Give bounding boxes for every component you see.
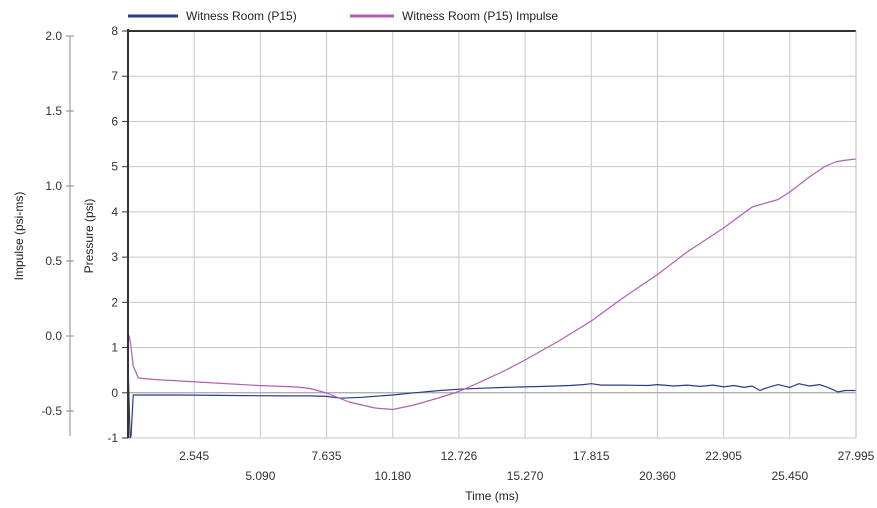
pressure-tick-label: -1 (107, 431, 118, 445)
pressure-tick-label: 6 (111, 114, 118, 128)
impulse-tick-label: 1.5 (45, 104, 62, 118)
pressure-tick-label: 8 (111, 24, 118, 38)
x-tick-label: 12.726 (441, 449, 478, 463)
pressure-tick-label: 7 (111, 69, 118, 83)
impulse-axis-title: Impulse (psi-ms) (12, 192, 26, 281)
x-tick-label: 10.180 (374, 469, 411, 483)
pressure-tick-label: 4 (111, 205, 118, 219)
pressure-tick-label: 2 (111, 295, 118, 309)
x-tick-label: 7.635 (312, 449, 342, 463)
plot-area (128, 31, 856, 438)
x-axis-title: Time (ms) (465, 489, 519, 503)
impulse-tick-label: -0.5 (41, 404, 62, 418)
pressure-tick-label: 1 (111, 341, 118, 355)
impulse-tick-label: 2.0 (45, 29, 62, 43)
grid (128, 30, 857, 439)
pressure-tick-label: 3 (111, 250, 118, 264)
axis-titles: Time (ms) Impulse (psi-ms) Pressure (psi) (12, 192, 519, 503)
axes (66, 29, 857, 439)
pressure-series-line (127, 361, 856, 439)
impulse-tick-label: 0.0 (45, 329, 62, 343)
pressure-tick-label: 0 (111, 386, 118, 400)
pressure-tick-label: 5 (111, 160, 118, 174)
x-tick-label: 22.905 (705, 449, 742, 463)
x-tick-label: 17.815 (573, 449, 610, 463)
x-tick-label: 2.545 (179, 449, 209, 463)
impulse-tick-label: 0.5 (45, 254, 62, 268)
legend-label: Witness Room (P15) (186, 9, 297, 23)
legend: Witness Room (P15) Witness Room (P15) Imp… (128, 9, 558, 23)
pressure-axis-title: Pressure (psi) (82, 199, 96, 274)
x-tick-label: 27.995 (838, 449, 875, 463)
tick-labels: 2.0 1.5 1.0 0.5 0.0 -0.5 8 7 6 5 4 3 2 1 0 -1 2.545 5.090… (41, 24, 874, 483)
x-tick-label: 20.360 (639, 469, 676, 483)
x-tick-label: 5.090 (245, 469, 275, 483)
series-layer (127, 158, 857, 439)
x-tick-label: 15.270 (507, 469, 544, 483)
impulse-series-line (127, 158, 857, 411)
impulse-tick-label: 1.0 (45, 179, 62, 193)
legend-label: Witness Room (P15) Impulse (402, 9, 558, 23)
x-tick-label: 25.450 (771, 469, 808, 483)
